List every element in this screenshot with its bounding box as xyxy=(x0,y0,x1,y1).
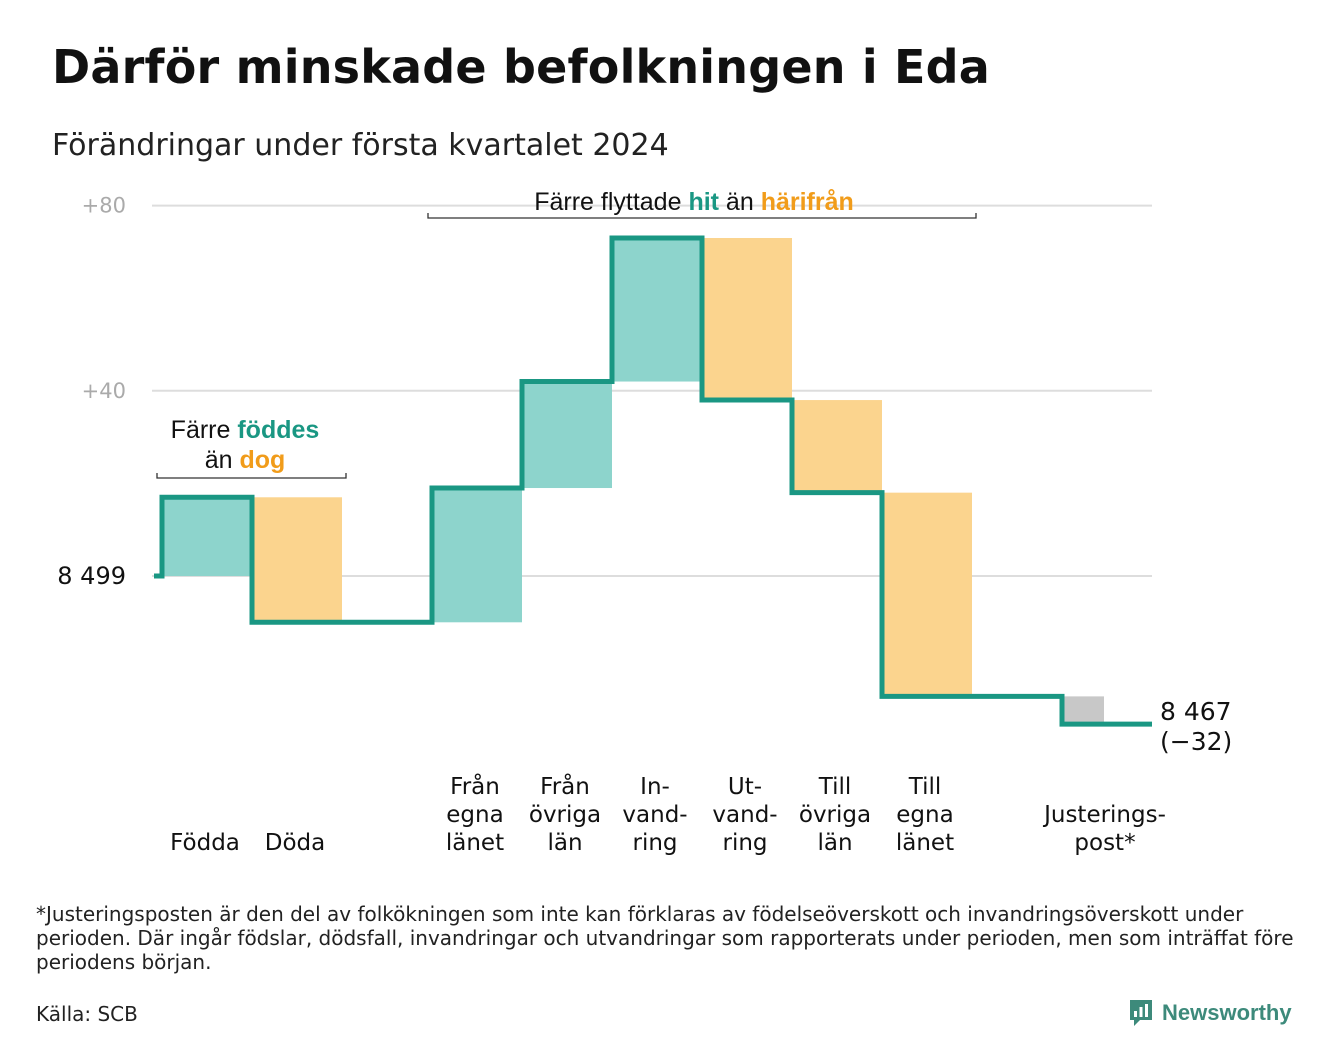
bar xyxy=(612,238,702,382)
newsworthy-logo-icon xyxy=(1130,1000,1152,1026)
category-label: län xyxy=(817,830,852,856)
category-label: Från xyxy=(540,772,590,800)
bars xyxy=(162,238,1104,725)
annotation-bracket xyxy=(427,213,977,219)
bar xyxy=(702,238,792,401)
annotation-segment: föddes xyxy=(237,416,319,444)
bar xyxy=(882,492,972,697)
category-label: Döda xyxy=(265,830,325,856)
brand-logo[interactable]: Newsworthy xyxy=(1128,996,1292,1030)
category-label: egna xyxy=(896,802,953,828)
start-value-label: 8 499 xyxy=(57,562,126,590)
annotation-text: än dog xyxy=(205,446,286,474)
bar xyxy=(432,488,522,623)
bar xyxy=(252,497,342,623)
category-label: egna xyxy=(446,802,503,828)
chart-subtitle: Förändringar under första kvartalet 2024 xyxy=(52,128,669,163)
category-label: Från xyxy=(450,772,500,800)
annotation-text: Färre flyttade hit än härifrån xyxy=(534,188,854,216)
category-label: ring xyxy=(632,830,677,856)
annotation-segment: än xyxy=(719,188,761,216)
y-tick-label: +40 xyxy=(82,379,126,403)
category-label: ring xyxy=(722,830,767,856)
chart-title: Därför minskade befolkningen i Eda xyxy=(52,40,991,94)
labels: Födda DödaFrånegnalänetFrånövrigalänIn-va… xyxy=(57,562,1232,856)
category-label: post* xyxy=(1074,830,1135,856)
annotation-segment: hit xyxy=(688,188,719,216)
waterfall-chart: +80+40 Födda DödaFrånegnalänetFrånövrigal… xyxy=(57,188,1232,856)
annotation-segment: Färre xyxy=(171,416,238,444)
category-label: Ut- xyxy=(728,774,762,800)
annotation-bracket xyxy=(156,473,347,479)
bar xyxy=(162,497,252,576)
bar xyxy=(522,381,612,489)
category-label: län xyxy=(547,830,582,856)
category-label: länet xyxy=(896,830,954,856)
running-total-line xyxy=(154,235,1152,727)
category-label: övriga xyxy=(799,802,871,828)
annotation-segment: dog xyxy=(239,446,285,474)
annotation-text: Färre föddes xyxy=(171,416,320,444)
source-label: Källa: SCB xyxy=(36,1002,138,1026)
annotation-segment: än xyxy=(205,446,240,474)
category-label: vand- xyxy=(622,802,687,828)
category-label: Till xyxy=(818,774,852,800)
running-total-layer xyxy=(154,235,1152,727)
end-value-label: 8 467 xyxy=(1160,697,1232,726)
brand-name: Newsworthy xyxy=(1162,1000,1292,1025)
category-label: vand- xyxy=(712,802,777,828)
bar xyxy=(1064,696,1104,725)
footnote: *Justeringsposten är den del av folkökni… xyxy=(36,902,1294,974)
category-label: Till xyxy=(908,774,942,800)
annotation-segment: härifrån xyxy=(761,188,854,216)
category-label: In- xyxy=(640,774,670,800)
annotation-segment: Färre flyttade xyxy=(534,188,688,216)
category-label: Justerings- xyxy=(1042,802,1166,828)
bar xyxy=(792,400,882,493)
category-label: länet xyxy=(446,830,504,856)
category-label: övriga xyxy=(529,802,601,828)
end-change-label: (−32) xyxy=(1160,727,1232,756)
y-tick-label: +80 xyxy=(82,194,126,218)
category-label: Födda xyxy=(170,830,240,856)
grid-lines: +80 +40 xyxy=(82,194,1152,577)
